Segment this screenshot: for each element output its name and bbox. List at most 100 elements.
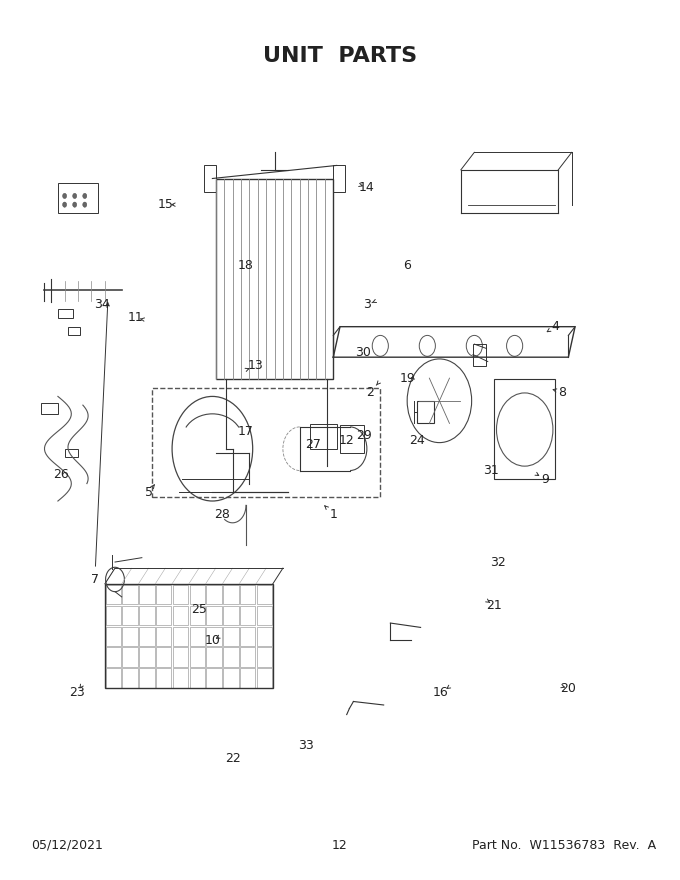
Circle shape (73, 202, 77, 208)
Bar (418, 400, 434, 422)
Bar (206, 605, 222, 625)
Text: 15: 15 (158, 198, 173, 211)
Bar (105, 627, 121, 646)
Bar (156, 584, 171, 604)
Bar (105, 648, 121, 667)
Text: 27: 27 (305, 438, 321, 451)
Bar (173, 627, 188, 646)
Bar (139, 669, 154, 687)
Bar (240, 584, 256, 604)
Bar (216, 179, 333, 379)
Text: 22: 22 (224, 752, 241, 765)
Text: 29: 29 (356, 429, 371, 442)
Bar (206, 584, 222, 604)
Bar (257, 669, 272, 687)
Circle shape (63, 194, 67, 199)
Bar (139, 627, 154, 646)
Text: 12: 12 (332, 839, 348, 852)
Bar (105, 583, 273, 688)
Bar (257, 648, 272, 667)
Text: 13: 13 (248, 359, 264, 372)
Circle shape (83, 194, 87, 199)
Text: 12: 12 (339, 434, 354, 446)
Text: 05/12/2021: 05/12/2021 (31, 839, 103, 852)
Text: 30: 30 (356, 347, 371, 359)
Text: UNIT  PARTS: UNIT PARTS (263, 47, 417, 67)
Text: 28: 28 (214, 508, 231, 521)
Bar (206, 669, 222, 687)
Bar (190, 648, 205, 667)
Bar (473, 344, 486, 366)
Text: Part No.  W11536783  Rev.  A: Part No. W11536783 Rev. A (471, 839, 656, 852)
Bar (190, 584, 205, 604)
Text: 33: 33 (299, 738, 314, 752)
Bar (41, 403, 58, 414)
Bar (105, 605, 121, 625)
Bar (203, 165, 216, 192)
Bar (240, 605, 256, 625)
Text: 16: 16 (433, 686, 449, 700)
Text: 17: 17 (238, 425, 254, 437)
Text: 31: 31 (483, 464, 499, 477)
Text: 1: 1 (329, 508, 337, 521)
Text: 11: 11 (127, 312, 143, 325)
Bar (494, 379, 555, 480)
Bar (240, 627, 256, 646)
Bar (139, 648, 154, 667)
Bar (310, 424, 337, 449)
Text: 18: 18 (238, 260, 254, 272)
Bar (340, 425, 364, 453)
Bar (173, 584, 188, 604)
Bar (257, 584, 272, 604)
Text: 4: 4 (551, 320, 559, 334)
Bar (223, 605, 239, 625)
Bar (156, 648, 171, 667)
Bar (206, 627, 222, 646)
Bar (105, 669, 121, 687)
Bar (156, 605, 171, 625)
Text: 9: 9 (541, 473, 549, 486)
Bar (122, 627, 138, 646)
Bar (223, 627, 239, 646)
Bar (257, 627, 272, 646)
Bar (65, 449, 78, 458)
Bar (58, 309, 73, 318)
Bar (152, 388, 380, 496)
Text: 26: 26 (54, 468, 69, 481)
Bar (105, 584, 121, 604)
Bar (122, 669, 138, 687)
Bar (223, 669, 239, 687)
Bar (173, 605, 188, 625)
Text: 5: 5 (145, 486, 152, 499)
Text: 7: 7 (91, 573, 99, 586)
Text: 25: 25 (191, 604, 207, 617)
Bar (173, 669, 188, 687)
Bar (333, 165, 345, 192)
Text: 24: 24 (409, 434, 425, 446)
Circle shape (73, 194, 77, 199)
Bar (156, 669, 171, 687)
Text: 32: 32 (490, 555, 506, 568)
Text: 6: 6 (403, 260, 411, 272)
Bar (122, 605, 138, 625)
Text: 10: 10 (205, 634, 220, 647)
Text: 19: 19 (399, 372, 415, 385)
Bar (240, 669, 256, 687)
Bar (240, 648, 256, 667)
Bar (206, 648, 222, 667)
Bar (223, 584, 239, 604)
Bar (122, 584, 138, 604)
Bar (190, 627, 205, 646)
Bar (173, 648, 188, 667)
Bar (223, 648, 239, 667)
Bar (139, 605, 154, 625)
Bar (190, 669, 205, 687)
Text: 23: 23 (69, 686, 84, 700)
Text: 20: 20 (560, 682, 577, 695)
Text: 8: 8 (558, 385, 566, 399)
Bar (139, 584, 154, 604)
Bar (257, 605, 272, 625)
Bar (58, 183, 98, 213)
Text: 3: 3 (363, 298, 371, 312)
Text: 2: 2 (367, 385, 374, 399)
